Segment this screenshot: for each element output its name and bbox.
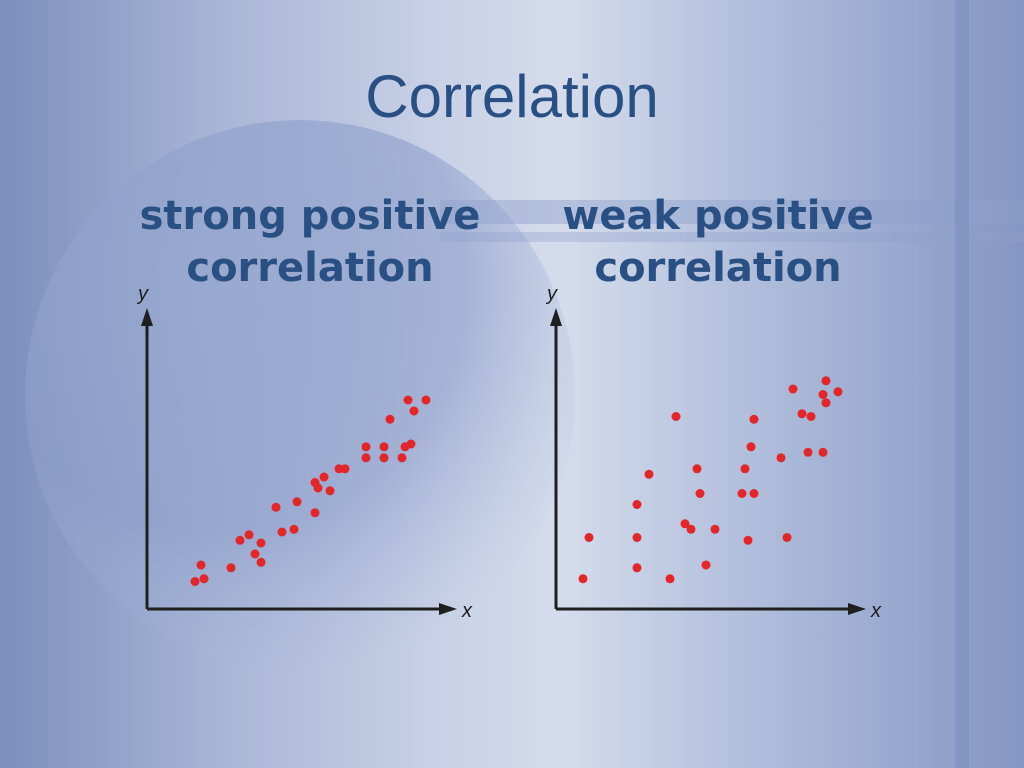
data-point xyxy=(256,557,266,567)
data-point xyxy=(379,453,389,463)
data-point xyxy=(584,533,594,542)
data-point xyxy=(632,500,642,509)
slide-title: Correlation xyxy=(365,63,659,130)
data-point xyxy=(244,530,254,540)
chart-title-line: weak positive xyxy=(562,193,874,239)
data-point xyxy=(310,508,320,518)
y-axis-arrow xyxy=(550,308,562,326)
data-point xyxy=(385,414,395,424)
data-point xyxy=(782,533,792,542)
data-point xyxy=(199,574,209,584)
data-point xyxy=(749,414,759,424)
data-point xyxy=(196,560,206,570)
data-point xyxy=(271,502,281,512)
data-point xyxy=(818,390,828,399)
data-point xyxy=(190,577,200,586)
data-point xyxy=(737,489,747,498)
data-point xyxy=(821,376,831,386)
data-point xyxy=(806,412,816,421)
data-point xyxy=(578,574,588,584)
data-point xyxy=(743,535,753,545)
data-point xyxy=(710,524,720,534)
data-point xyxy=(379,442,389,452)
data-point xyxy=(701,560,711,570)
scatter-chart-strong: yx xyxy=(136,283,473,622)
data-point xyxy=(277,527,287,537)
data-point xyxy=(256,538,266,548)
data-point xyxy=(680,519,690,529)
data-point xyxy=(749,489,759,498)
x-axis-arrow xyxy=(848,603,866,615)
x-axis-label: x xyxy=(870,600,882,622)
data-point xyxy=(632,563,642,573)
chart-title-line: strong positive xyxy=(139,193,481,239)
data-point xyxy=(818,447,828,457)
data-point xyxy=(776,453,786,463)
data-point xyxy=(226,563,236,573)
data-point xyxy=(361,453,371,463)
data-point xyxy=(833,387,843,397)
data-point xyxy=(797,409,807,419)
chart-title-line: correlation xyxy=(186,245,434,291)
data-point xyxy=(409,406,419,416)
data-point xyxy=(403,395,413,405)
data-point xyxy=(400,442,410,452)
x-axis-label: x xyxy=(461,600,473,622)
chart-title-line: correlation xyxy=(594,245,842,291)
y-axis-label: y xyxy=(545,283,558,305)
data-point xyxy=(361,442,371,452)
data-point xyxy=(746,442,756,452)
y-axis-arrow xyxy=(141,308,153,326)
data-point xyxy=(644,469,654,479)
data-point xyxy=(671,412,681,421)
scatter-chart-weak: yx xyxy=(545,283,882,622)
data-point xyxy=(695,489,705,498)
data-point xyxy=(319,472,329,482)
data-point xyxy=(250,549,260,559)
data-point xyxy=(632,533,642,542)
x-axis-arrow xyxy=(439,603,457,615)
data-point xyxy=(740,464,750,474)
data-point xyxy=(421,395,431,405)
data-point xyxy=(803,447,813,457)
data-point xyxy=(686,524,696,534)
data-point xyxy=(289,524,299,534)
data-point xyxy=(397,453,407,463)
chart-title-weak: weak positive correlation xyxy=(508,190,928,294)
data-point xyxy=(340,464,350,474)
data-point xyxy=(788,384,798,394)
y-axis-label: y xyxy=(136,283,149,305)
data-point xyxy=(692,464,702,474)
chart-title-strong: strong positive correlation xyxy=(100,190,520,294)
data-point xyxy=(310,478,320,487)
data-point xyxy=(325,486,335,496)
data-point xyxy=(235,535,245,545)
data-point xyxy=(821,398,831,408)
data-point xyxy=(665,574,675,584)
data-point xyxy=(292,497,302,507)
